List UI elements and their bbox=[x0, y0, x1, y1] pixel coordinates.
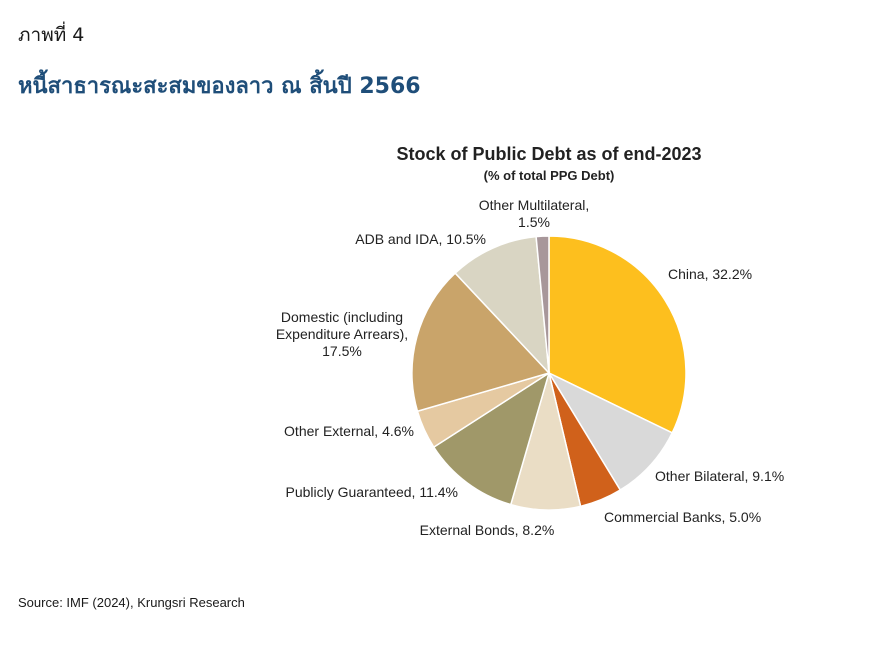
slice-label: Other Bilateral, 9.1% bbox=[655, 468, 784, 484]
pie-slice-publicly-guaranteed bbox=[432, 371, 551, 506]
pie-slice-domestic-including-expenditure-arrears bbox=[411, 272, 551, 413]
chart-title: Stock of Public Debt as of end-2023 bbox=[396, 144, 701, 164]
slice-label: Other Multilateral, 1.5% bbox=[479, 197, 589, 230]
pie-slice-china bbox=[548, 235, 687, 434]
slice-label: Commercial Banks, 5.0% bbox=[604, 509, 761, 525]
pie-slice-other-multilateral bbox=[535, 235, 550, 374]
slice-label: Publicly Guaranteed, 11.4% bbox=[285, 484, 458, 500]
pie-slice-other-bilateral bbox=[547, 371, 674, 492]
pie-slice-adb-and-ida bbox=[454, 235, 550, 376]
slice-label: Other External, 4.6% bbox=[284, 423, 414, 439]
slice-label: Domestic (including Expenditure Arrears),… bbox=[276, 309, 408, 359]
source-note: Source: IMF (2024), Krungsri Research bbox=[18, 595, 245, 610]
slice-label: ADB and IDA, 10.5% bbox=[355, 231, 486, 247]
chart-subtitle: (% of total PPG Debt) bbox=[484, 168, 615, 183]
figure-title: หนี้สาธารณะสะสมของลาว ณ สิ้นปี 2566 bbox=[18, 74, 421, 99]
figure-label: ภาพที่ 4 bbox=[18, 24, 85, 46]
slice-label: China, 32.2% bbox=[668, 266, 752, 282]
slice-label: External Bonds, 8.2% bbox=[420, 522, 555, 538]
